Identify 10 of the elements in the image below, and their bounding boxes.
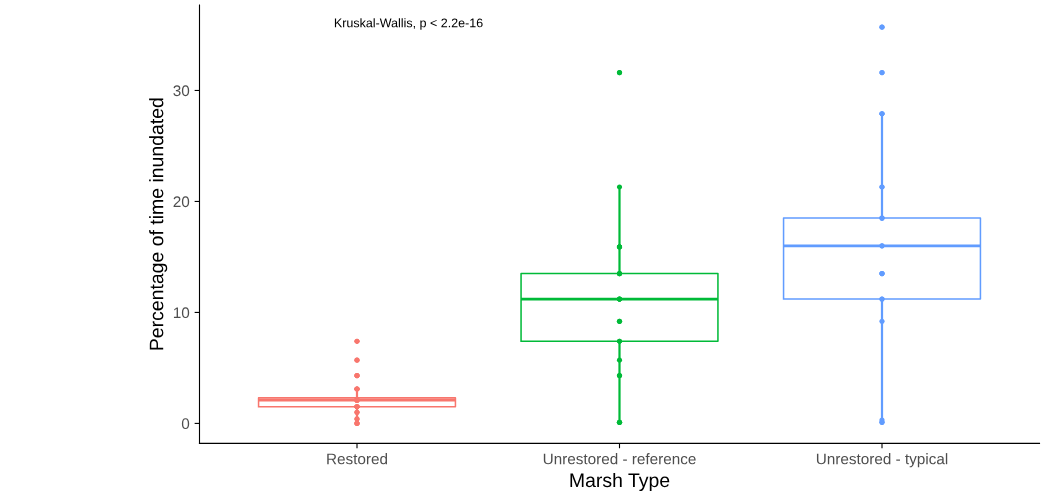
x-axis-title: Marsh Type [570, 472, 670, 492]
y-tick-label: 0 [181, 418, 190, 430]
annotation: Kruskal-Wallis, p < 2.2e-16 [334, 18, 483, 30]
y-tick-label: 20 [173, 196, 190, 208]
x-tick-label: Unrestored - reference [543, 453, 696, 465]
x-tick-label: Unrestored - typical [816, 453, 948, 468]
x-tick-label: Restored [327, 453, 388, 465]
y-tick-label: 30 [173, 85, 190, 97]
y-tick-label: 10 [173, 307, 190, 319]
y-axis-title: Percentage of time inundated [149, 98, 168, 350]
